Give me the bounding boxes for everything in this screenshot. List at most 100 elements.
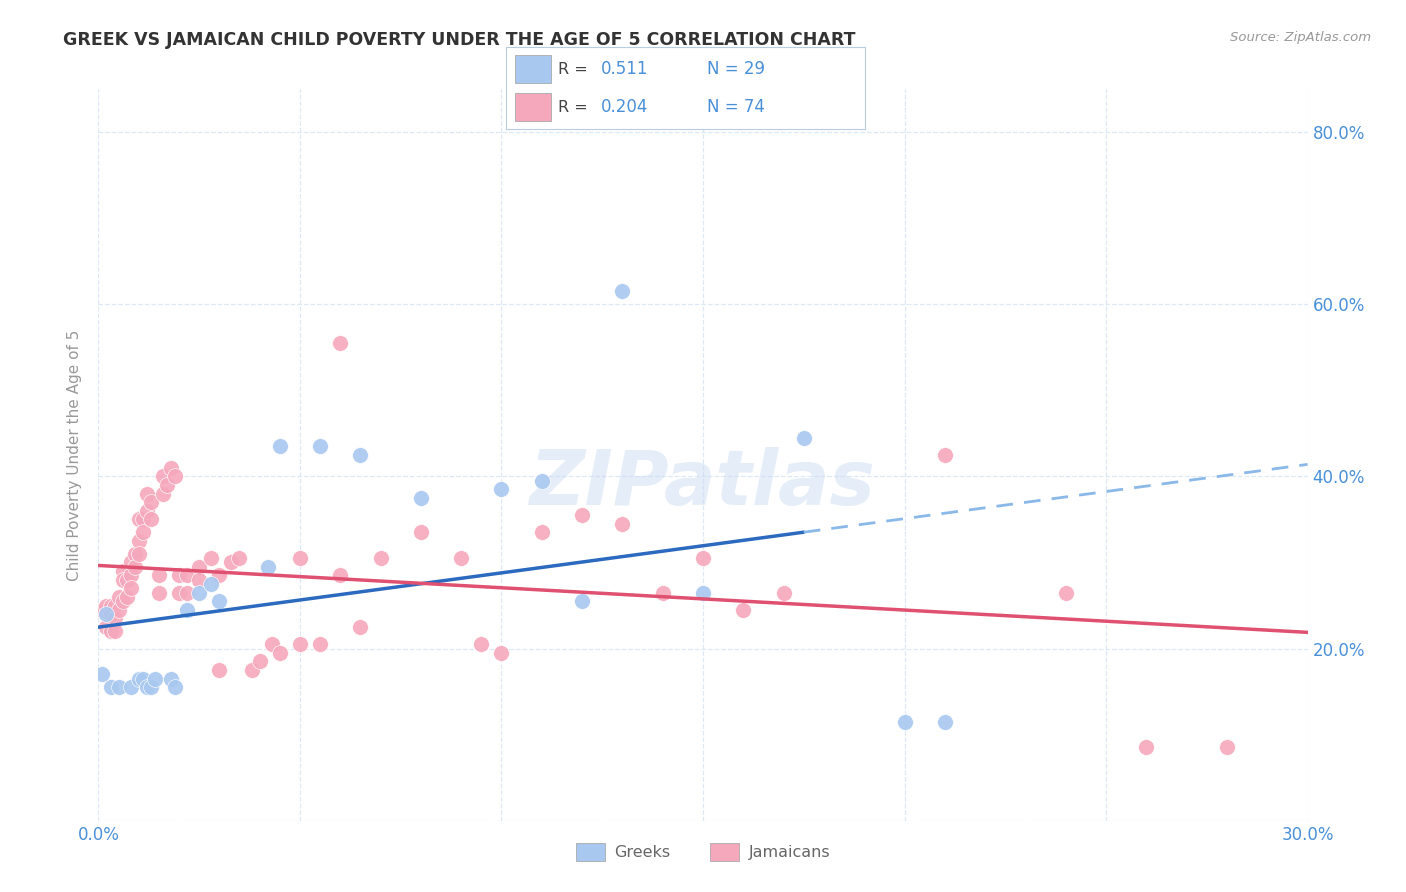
Point — [160, 672, 183, 686]
Point — [309, 439, 332, 453]
Point — [893, 714, 915, 729]
Point — [103, 624, 125, 639]
Point — [107, 603, 129, 617]
Point — [491, 483, 513, 497]
Point — [91, 603, 114, 617]
Point — [288, 551, 311, 566]
Point — [288, 637, 311, 651]
Point — [115, 590, 138, 604]
Point — [96, 599, 118, 613]
Point — [152, 469, 174, 483]
Point — [96, 620, 118, 634]
Point — [120, 582, 142, 596]
Point — [111, 594, 134, 608]
Point — [107, 680, 129, 694]
Point — [208, 663, 231, 677]
Point — [571, 594, 593, 608]
Point — [329, 568, 352, 582]
Point — [1054, 585, 1077, 599]
Point — [269, 439, 291, 453]
FancyBboxPatch shape — [515, 55, 551, 83]
Point — [148, 568, 170, 582]
Point — [1216, 740, 1239, 755]
Point — [152, 486, 174, 500]
Text: R =: R = — [558, 62, 588, 77]
Text: R =: R = — [558, 100, 588, 115]
Point — [103, 599, 125, 613]
Point — [256, 559, 278, 574]
Point — [128, 512, 150, 526]
Point — [221, 556, 243, 570]
Point — [91, 667, 114, 681]
Point — [309, 637, 332, 651]
Point — [100, 607, 122, 621]
Point — [139, 495, 162, 509]
Point — [349, 448, 371, 462]
Point — [176, 568, 198, 582]
Legend: Greeks, Jamaicans: Greeks, Jamaicans — [569, 837, 837, 868]
Point — [103, 611, 125, 625]
Point — [167, 585, 190, 599]
Point — [409, 491, 432, 505]
Point — [167, 568, 190, 582]
Point — [450, 551, 472, 566]
Point — [135, 504, 157, 518]
Point — [692, 551, 714, 566]
Point — [135, 486, 157, 500]
Point — [612, 285, 634, 299]
Point — [249, 655, 271, 669]
Point — [120, 680, 142, 694]
Text: N = 74: N = 74 — [707, 98, 765, 116]
Point — [128, 672, 150, 686]
Point — [143, 672, 166, 686]
Point — [470, 637, 492, 651]
Point — [128, 547, 150, 561]
Point — [111, 564, 134, 578]
Text: 0.204: 0.204 — [602, 98, 648, 116]
Text: N = 29: N = 29 — [707, 61, 765, 78]
Point — [160, 460, 183, 475]
Point — [132, 525, 155, 540]
Point — [733, 603, 755, 617]
Point — [139, 680, 162, 694]
Point — [491, 646, 513, 660]
Point — [651, 585, 673, 599]
Point — [530, 525, 553, 540]
Point — [188, 559, 211, 574]
Point — [349, 620, 371, 634]
Point — [107, 590, 129, 604]
Point — [612, 516, 634, 531]
Point — [208, 568, 231, 582]
Point — [135, 680, 157, 694]
Point — [120, 568, 142, 582]
Point — [96, 607, 118, 621]
Point — [115, 573, 138, 587]
Point — [188, 585, 211, 599]
Point — [132, 672, 155, 686]
Point — [269, 646, 291, 660]
Point — [240, 663, 263, 677]
Point — [1135, 740, 1157, 755]
Point — [124, 547, 146, 561]
Text: 0.511: 0.511 — [602, 61, 648, 78]
Y-axis label: Child Poverty Under the Age of 5: Child Poverty Under the Age of 5 — [67, 329, 83, 581]
Point — [200, 577, 222, 591]
Point — [100, 680, 122, 694]
Text: GREEK VS JAMAICAN CHILD POVERTY UNDER THE AGE OF 5 CORRELATION CHART: GREEK VS JAMAICAN CHILD POVERTY UNDER TH… — [63, 31, 856, 49]
FancyBboxPatch shape — [515, 94, 551, 121]
Point — [132, 512, 155, 526]
Point — [100, 624, 122, 639]
Point — [370, 551, 392, 566]
Point — [111, 573, 134, 587]
Point — [120, 556, 142, 570]
Point — [329, 336, 352, 351]
Point — [934, 448, 956, 462]
Point — [124, 559, 146, 574]
Point — [163, 680, 186, 694]
Point — [228, 551, 250, 566]
Point — [188, 573, 211, 587]
Point — [772, 585, 794, 599]
Point — [148, 585, 170, 599]
Point — [260, 637, 283, 651]
Point — [530, 474, 553, 488]
